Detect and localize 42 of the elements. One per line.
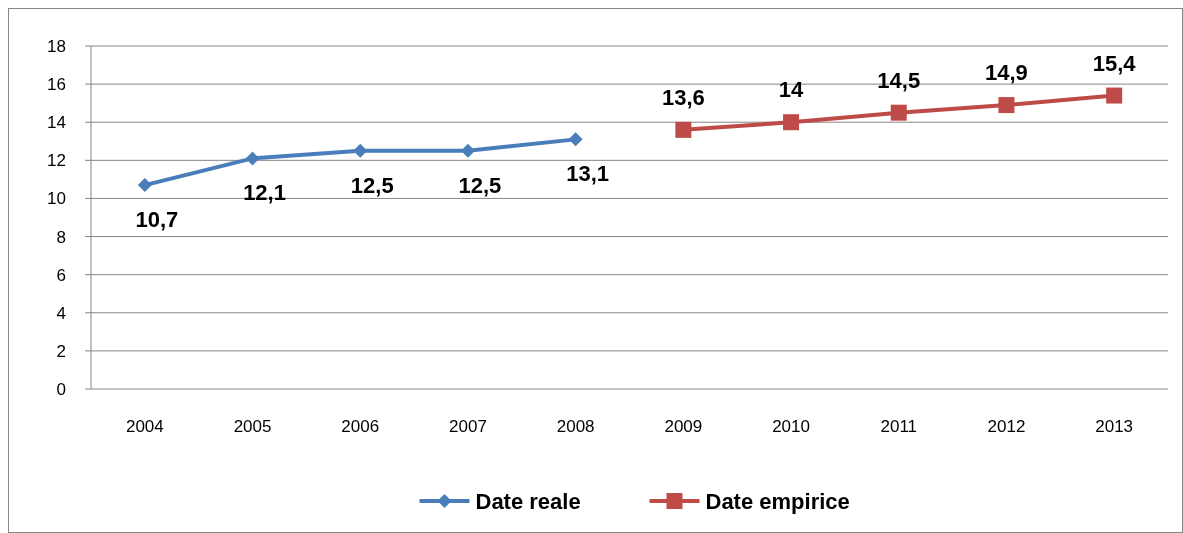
legend-label: Date reale [475,488,581,514]
y-tick-label: 10 [47,189,66,209]
data-label: 10,7 [135,207,179,233]
data-label: 12,1 [243,180,286,206]
data-label: 12,5 [350,172,394,198]
point [353,143,368,158]
point [568,132,583,147]
point [783,114,800,131]
y-tick-label: 2 [56,341,66,361]
data-label: 14 [778,77,805,103]
point [1106,87,1123,104]
x-tick-label: 2012 [987,417,1026,436]
y-tick-label: 12 [47,151,66,171]
legend-label: Date empirice [705,488,850,514]
x-tick-label: 2011 [880,417,918,436]
y-tick-label: 0 [56,379,66,399]
x-tick-label: 2010 [772,417,810,436]
y-tick-label: 14 [47,113,66,133]
point [460,143,475,158]
y-tick-label: 16 [47,75,66,95]
point [137,178,152,193]
point [675,121,692,138]
x-tick-label: 2004 [125,417,164,436]
data-label: 15,4 [1092,50,1137,76]
x-tick-label: 2007 [449,417,487,436]
y-tick-label: 8 [56,227,66,247]
data-label: 13,6 [661,84,705,110]
y-tick-label: 4 [56,303,66,323]
data-label: 13,1 [566,161,610,187]
x-tick-label: 2006 [341,417,380,436]
point [890,104,907,121]
x-tick-label: 2005 [233,417,272,436]
y-tick-label: 18 [47,36,66,56]
x-tick-label: 2008 [556,417,595,436]
x-tick-label: 2009 [664,417,703,436]
x-tick-label: 2013 [1095,417,1134,436]
y-tick-label: 6 [56,265,66,285]
data-label: 14,5 [877,67,921,93]
point [245,151,260,166]
point [998,97,1015,114]
data-label: 12,5 [458,172,502,198]
data-label: 14,9 [985,60,1028,86]
